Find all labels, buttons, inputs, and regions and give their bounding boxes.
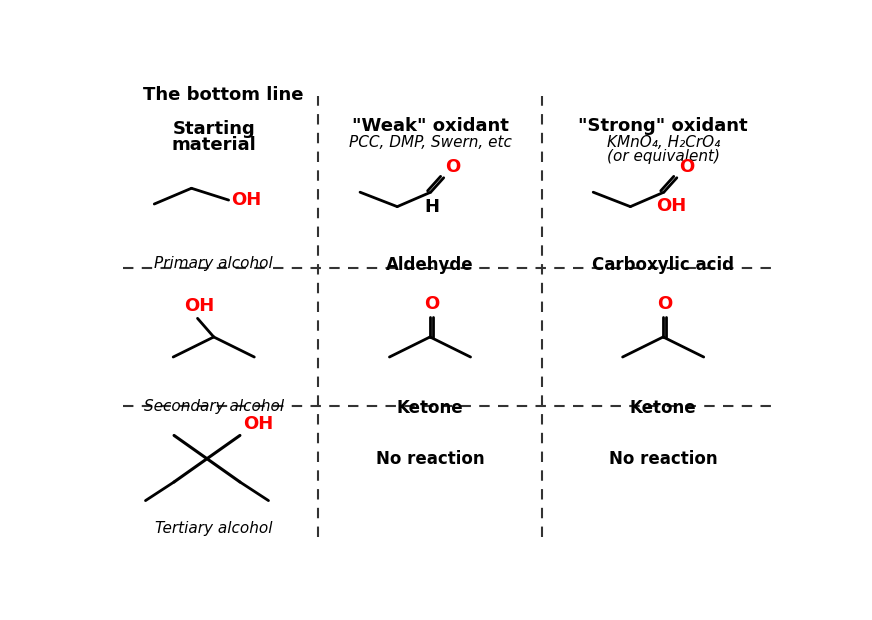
- Text: O: O: [446, 157, 460, 175]
- Text: OH: OH: [232, 191, 262, 209]
- Text: Carboxylic acid: Carboxylic acid: [592, 256, 734, 274]
- Text: Starting: Starting: [173, 120, 255, 138]
- Text: Ketone: Ketone: [397, 399, 463, 417]
- Text: OH: OH: [243, 415, 273, 433]
- Text: No reaction: No reaction: [376, 450, 484, 467]
- Text: material: material: [172, 136, 256, 154]
- Text: O: O: [657, 296, 672, 314]
- Text: Secondary alcohol: Secondary alcohol: [144, 399, 283, 414]
- Text: KMnO₄, H₂CrO₄: KMnO₄, H₂CrO₄: [607, 135, 719, 150]
- Text: OH: OH: [656, 197, 686, 215]
- Text: (or equivalent): (or equivalent): [607, 149, 719, 164]
- Text: OH: OH: [185, 298, 215, 316]
- Text: Ketone: Ketone: [630, 399, 697, 417]
- Text: "Strong" oxidant: "Strong" oxidant: [578, 117, 748, 135]
- Text: H: H: [424, 198, 439, 216]
- Text: Tertiary alcohol: Tertiary alcohol: [155, 521, 272, 536]
- Text: O: O: [424, 296, 439, 314]
- Text: O: O: [678, 157, 694, 175]
- Text: Primary alcohol: Primary alcohol: [154, 256, 273, 271]
- Text: PCC, DMP, Swern, etc: PCC, DMP, Swern, etc: [349, 135, 512, 150]
- Text: The bottom line: The bottom line: [143, 86, 303, 104]
- Text: No reaction: No reaction: [609, 450, 718, 467]
- Text: Aldehyde: Aldehyde: [386, 256, 473, 274]
- Text: "Weak" oxidant: "Weak" oxidant: [351, 117, 508, 135]
